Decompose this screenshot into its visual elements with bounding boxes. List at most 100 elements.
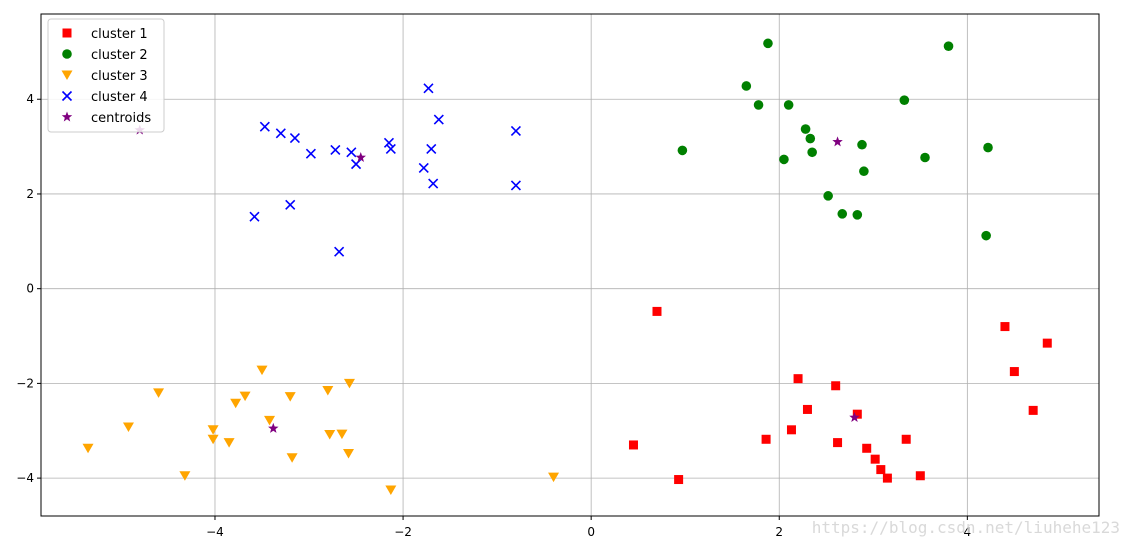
centroids-point bbox=[849, 411, 860, 422]
y-tick-label: −2 bbox=[16, 376, 34, 390]
cluster-2-point bbox=[837, 209, 848, 219]
cluster-2-point bbox=[805, 133, 816, 144]
x-tick-label: 4 bbox=[964, 525, 972, 539]
cluster-4-point bbox=[385, 143, 396, 155]
cluster-4-point bbox=[334, 246, 345, 257]
cluster-2-point bbox=[783, 100, 794, 110]
cluster-1-point bbox=[882, 473, 892, 483]
legend-label: cluster 4 bbox=[91, 90, 148, 105]
cluster-4-point bbox=[418, 162, 429, 173]
cluster-4-point bbox=[510, 180, 521, 191]
cluster-1-point bbox=[901, 434, 911, 444]
cluster-1-point bbox=[802, 404, 812, 414]
cluster-4-point bbox=[249, 211, 260, 222]
axis-ticks: −4 −2 0 2 4 −4 −2 0 2 4 bbox=[16, 92, 971, 539]
cluster-3-point bbox=[286, 453, 298, 463]
legend: cluster 1 cluster 2 cluster 3 cluster 4 cent… bbox=[47, 18, 165, 133]
cluster-3-point bbox=[324, 430, 336, 440]
cluster-4-point bbox=[259, 121, 270, 132]
centroids-point bbox=[268, 422, 279, 433]
watermark-text: https://blog.csdn.net/liuhehe123 bbox=[811, 518, 1120, 537]
cluster-3-point bbox=[239, 391, 251, 402]
cluster-3-point bbox=[223, 438, 235, 448]
cluster-2-point bbox=[983, 142, 993, 153]
cluster-2-point bbox=[800, 124, 811, 134]
cluster-2-point bbox=[753, 100, 764, 110]
legend-label: cluster 1 bbox=[91, 27, 148, 42]
plot-background bbox=[41, 14, 1099, 516]
cluster-1-point bbox=[1000, 322, 1010, 332]
x-tick-label: 0 bbox=[587, 525, 595, 539]
cluster-4-point bbox=[305, 148, 316, 159]
cluster-1-point bbox=[786, 425, 796, 435]
y-tick-label: −4 bbox=[16, 471, 34, 485]
cluster-1-point bbox=[1009, 367, 1019, 377]
cluster-1-point bbox=[831, 381, 841, 391]
x-tick-label: 2 bbox=[775, 525, 783, 539]
cluster-4-point bbox=[289, 133, 300, 144]
cluster-3-point bbox=[82, 443, 94, 454]
legend-marker bbox=[61, 111, 73, 122]
legend-label: cluster 2 bbox=[91, 48, 148, 63]
cluster-1-point bbox=[793, 374, 803, 384]
x-tick-label: −4 bbox=[206, 525, 224, 539]
cluster-1-point bbox=[870, 454, 880, 464]
cluster-2-point bbox=[779, 154, 789, 165]
cluster-1-point bbox=[628, 440, 638, 450]
legend-box bbox=[47, 18, 165, 133]
cluster-1-point bbox=[915, 471, 925, 481]
cluster-2-point bbox=[677, 145, 688, 156]
y-tick-label: 0 bbox=[26, 282, 34, 296]
cluster-1-point bbox=[1028, 405, 1038, 415]
cluster-4-point bbox=[346, 147, 357, 158]
legend-label: cluster 3 bbox=[91, 69, 148, 84]
cluster-3-point bbox=[230, 398, 242, 409]
grid-lines bbox=[41, 14, 1099, 516]
cluster-2-point bbox=[763, 38, 773, 49]
cluster-2-point bbox=[857, 139, 867, 150]
cluster-4-point bbox=[426, 143, 437, 155]
cluster-1-point bbox=[852, 409, 862, 419]
cluster-3-point bbox=[343, 378, 355, 389]
y-tick-label: 4 bbox=[26, 92, 34, 106]
cluster-3-point bbox=[322, 386, 334, 396]
cluster-1-point bbox=[652, 306, 662, 316]
cluster-4-point bbox=[383, 137, 395, 148]
cluster-2-point bbox=[852, 210, 863, 220]
cluster-3-point bbox=[256, 365, 268, 376]
cluster-1-point bbox=[833, 438, 843, 448]
cluster-4-point bbox=[428, 178, 439, 189]
cluster-2-point bbox=[920, 152, 930, 163]
cluster-4-point bbox=[330, 144, 341, 155]
cluster-4-point bbox=[510, 125, 521, 137]
cluster-1-point bbox=[876, 465, 886, 475]
legend-marker bbox=[62, 49, 72, 59]
cluster-2-point bbox=[943, 41, 954, 52]
cluster-1-point bbox=[761, 434, 771, 444]
cluster-4-point bbox=[275, 128, 286, 139]
cluster-3-point bbox=[264, 415, 276, 426]
cluster-2-point bbox=[807, 147, 817, 158]
cluster-3-point bbox=[343, 448, 355, 459]
cluster-3-point bbox=[153, 388, 165, 398]
cluster-3-point bbox=[207, 434, 219, 445]
cluster-3-point bbox=[284, 392, 296, 402]
cluster-3-point bbox=[207, 425, 219, 435]
cluster-2-point bbox=[981, 230, 991, 241]
cluster-3-point bbox=[122, 422, 134, 432]
cluster-3-point bbox=[548, 472, 560, 483]
cluster-3-point bbox=[179, 471, 191, 481]
y-tick-label: 2 bbox=[26, 187, 34, 201]
cluster-3-point bbox=[336, 429, 348, 440]
cluster-4-point bbox=[285, 199, 296, 210]
x-tick-label: −2 bbox=[394, 525, 412, 539]
centroids-point bbox=[355, 152, 366, 162]
cluster-1-point bbox=[1042, 338, 1052, 348]
cluster-1-point bbox=[862, 443, 872, 453]
legend-marker bbox=[61, 90, 73, 102]
cluster-4-point bbox=[350, 159, 362, 170]
cluster-4-point bbox=[433, 114, 444, 125]
cluster-4-point bbox=[423, 83, 434, 94]
cluster-1-point bbox=[674, 475, 684, 485]
